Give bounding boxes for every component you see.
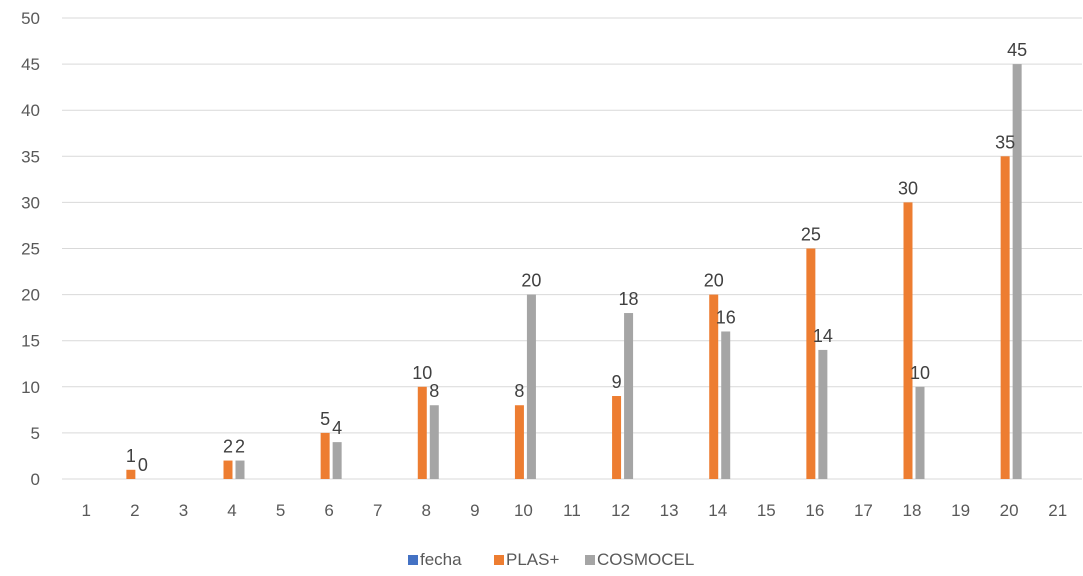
legend-label: PLAS+ (506, 550, 559, 569)
x-axis-tick-labels: 1 2 3 4 5 6 7 8 9 10 11 12 13 14 15 16 17 18 19 20 21 (82, 501, 1068, 520)
data-label: 45 (1007, 40, 1027, 60)
x-tick-label: 7 (373, 501, 382, 520)
x-tick-label: 12 (611, 501, 630, 520)
bar-plas--6 (320, 432, 330, 479)
x-tick-label: 13 (660, 501, 679, 520)
x-tick-label: 18 (903, 501, 922, 520)
data-label: 4 (332, 418, 342, 438)
x-tick-label: 14 (708, 501, 727, 520)
legend: fecha PLAS+ COSMOCEL (408, 550, 694, 569)
bar-cosmocel-8 (429, 405, 439, 479)
bar-plas--20 (1000, 156, 1010, 480)
data-label: 1 (126, 446, 136, 466)
data-label: 35 (995, 132, 1015, 152)
bar-plas--16 (806, 248, 816, 479)
legend-swatch-fecha (408, 555, 418, 565)
bar-cosmocel-20 (1012, 64, 1022, 479)
data-label: 8 (429, 381, 439, 401)
bar-cosmocel-10 (526, 294, 536, 479)
y-tick-label: 45 (21, 55, 40, 74)
data-label: 0 (138, 455, 148, 475)
x-tick-label: 16 (805, 501, 824, 520)
legend-label: fecha (420, 550, 462, 569)
y-tick-label: 50 (21, 9, 40, 28)
data-label: 20 (521, 271, 541, 291)
x-tick-label: 21 (1048, 501, 1067, 520)
bar-cosmocel-12 (624, 313, 634, 479)
y-axis-tick-labels: 0 5 10 15 20 25 30 35 40 45 50 (21, 9, 40, 489)
data-label: 25 (801, 225, 821, 245)
bar-plas--14 (709, 294, 719, 479)
data-label: 9 (612, 372, 622, 392)
bar-plas--10 (514, 405, 524, 479)
x-tick-label: 4 (227, 501, 236, 520)
bar-plas--8 (417, 386, 427, 479)
bar-cosmocel-4 (235, 460, 245, 479)
bar-cosmocel-6 (332, 442, 342, 479)
data-label: 10 (910, 363, 930, 383)
x-tick-label: 2 (130, 501, 139, 520)
x-tick-label: 9 (470, 501, 479, 520)
data-label: 10 (412, 363, 432, 383)
bar-cosmocel-18 (915, 386, 925, 479)
x-tick-label: 20 (1000, 501, 1019, 520)
x-tick-label: 8 (422, 501, 431, 520)
x-tick-label: 15 (757, 501, 776, 520)
bars (126, 64, 1022, 480)
data-label: 8 (514, 381, 524, 401)
legend-label: COSMOCEL (597, 550, 694, 569)
legend-swatch-plas- (494, 555, 504, 565)
y-tick-label: 30 (21, 193, 40, 212)
data-label: 14 (813, 326, 833, 346)
gridlines (62, 17, 1082, 480)
bar-plas--4 (223, 460, 233, 479)
bar-plas--18 (903, 202, 913, 479)
data-label: 20 (704, 271, 724, 291)
y-tick-label: 0 (31, 470, 40, 489)
y-tick-label: 10 (21, 378, 40, 397)
bar-plas--2 (126, 469, 136, 479)
y-tick-label: 15 (21, 332, 40, 351)
y-tick-label: 5 (31, 424, 40, 443)
bar-cosmocel-14 (721, 331, 731, 479)
x-tick-label: 10 (514, 501, 533, 520)
bar-plas--12 (612, 396, 622, 479)
x-tick-label: 17 (854, 501, 873, 520)
data-label: 16 (716, 307, 736, 327)
data-label: 18 (619, 289, 639, 309)
x-tick-label: 1 (82, 501, 91, 520)
x-tick-label: 5 (276, 501, 285, 520)
data-label: 5 (320, 409, 330, 429)
x-tick-label: 6 (324, 501, 333, 520)
bar-cosmocel-16 (818, 349, 828, 479)
x-tick-label: 11 (563, 501, 581, 520)
y-tick-label: 40 (21, 101, 40, 120)
legend-swatch-cosmocel (585, 555, 595, 565)
x-tick-label: 3 (179, 501, 188, 520)
y-tick-label: 25 (21, 240, 40, 259)
y-tick-label: 20 (21, 286, 40, 305)
data-label: 2 (223, 437, 233, 457)
data-label: 30 (898, 178, 918, 198)
x-tick-label: 19 (951, 501, 970, 520)
y-tick-label: 35 (21, 147, 40, 166)
data-label: 2 (235, 437, 245, 457)
